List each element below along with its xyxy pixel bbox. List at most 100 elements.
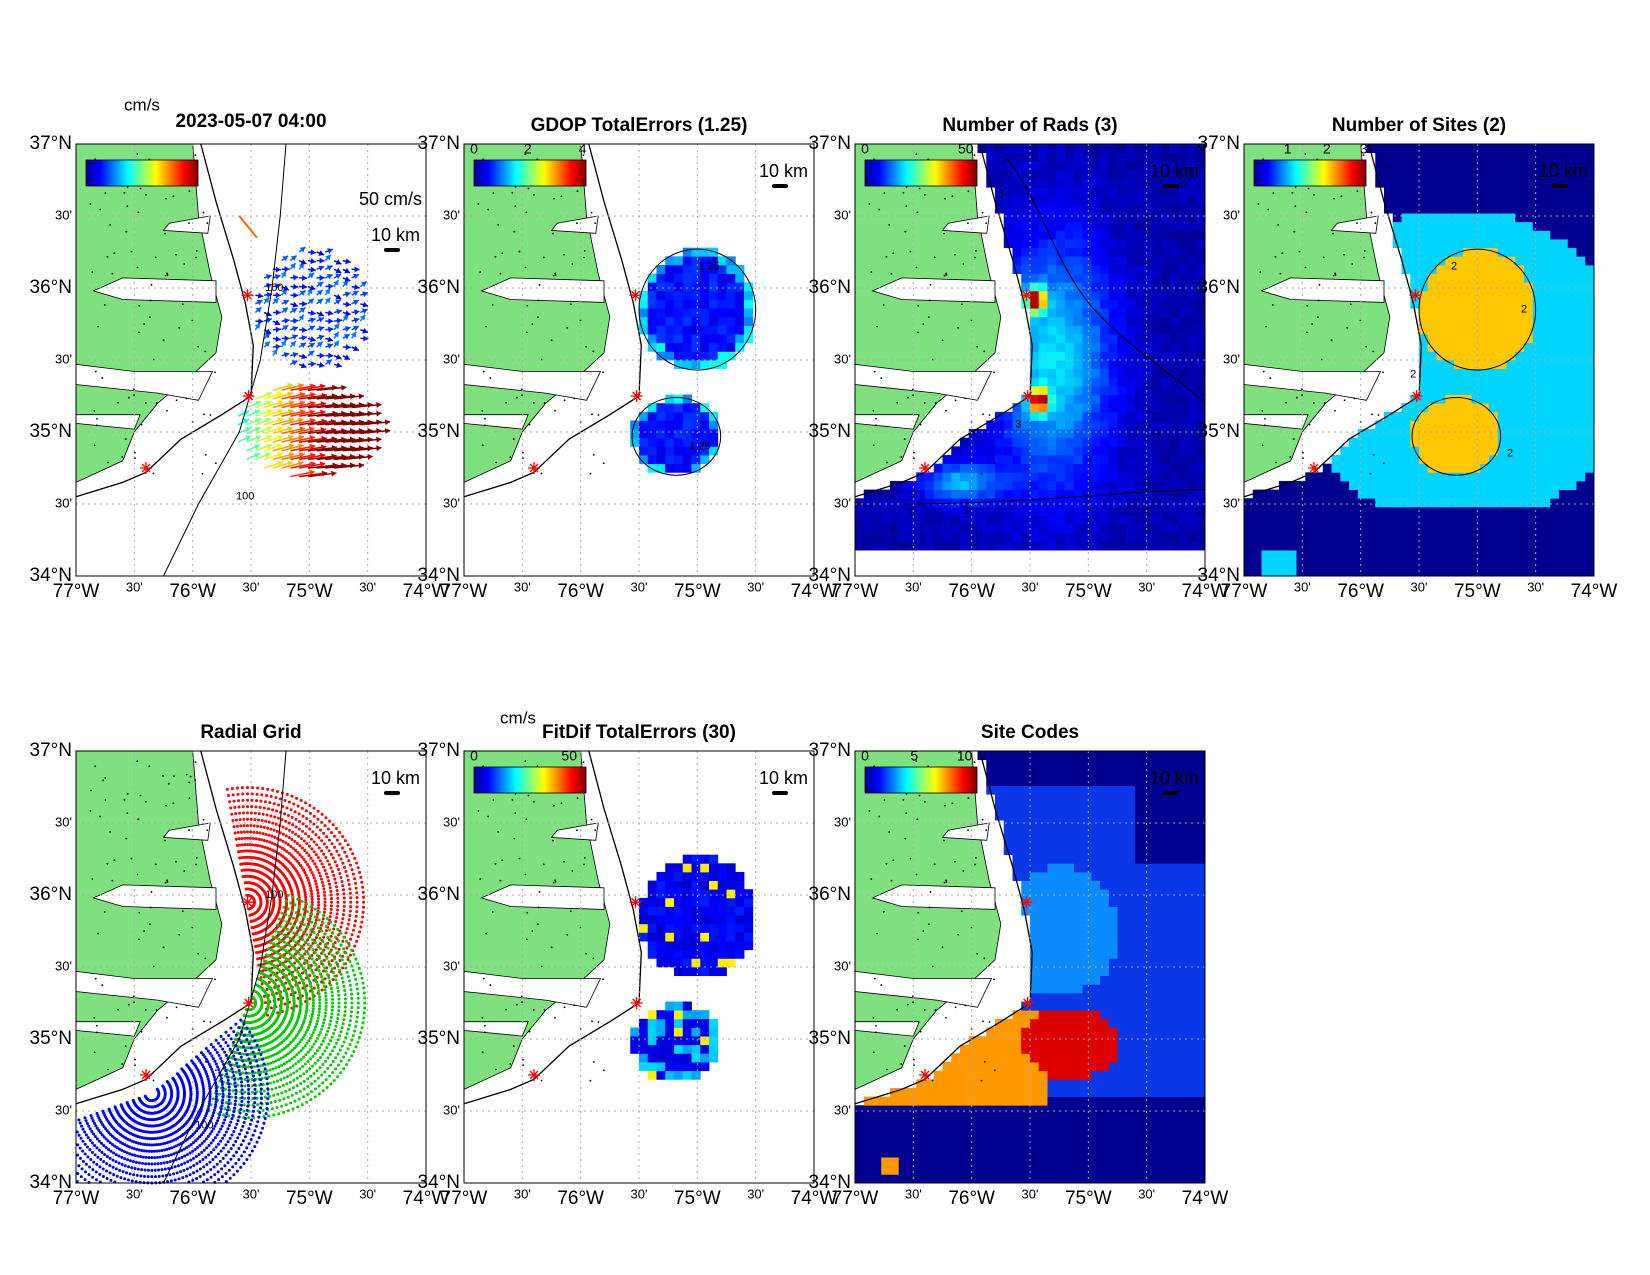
vector-head xyxy=(344,267,351,274)
field-cell xyxy=(1279,506,1289,516)
field-cell xyxy=(1305,541,1315,551)
field-cell xyxy=(1550,498,1560,508)
field-cell xyxy=(1576,282,1586,292)
field-cell xyxy=(1567,273,1577,283)
field-cell xyxy=(1170,385,1180,395)
field-cell xyxy=(1108,325,1118,335)
field-cell xyxy=(1331,489,1341,499)
field-cell xyxy=(1524,187,1534,197)
field-cell xyxy=(1143,325,1153,335)
field-cell xyxy=(1296,532,1306,542)
field-cell xyxy=(1178,264,1188,274)
field-cell xyxy=(968,515,978,525)
field-cell xyxy=(1196,161,1206,171)
field-cell xyxy=(1047,446,1057,456)
field-cell xyxy=(1056,213,1066,223)
vector-head xyxy=(263,297,270,304)
lat-label: 37°N xyxy=(809,133,851,154)
field-cell xyxy=(1073,403,1083,413)
field-cell xyxy=(1030,230,1040,240)
field-cell xyxy=(1012,455,1022,465)
field-cell xyxy=(1462,282,1472,292)
field-cell xyxy=(1117,455,1127,465)
field-cell xyxy=(1506,178,1516,188)
field-cell xyxy=(1532,230,1542,240)
field-cell xyxy=(1559,342,1569,352)
sound xyxy=(941,215,990,234)
field-cell xyxy=(1065,325,1075,335)
field-cell xyxy=(1489,446,1499,456)
radial-grid-point xyxy=(234,837,238,841)
field-cell xyxy=(1038,480,1048,490)
field-cell xyxy=(1471,178,1481,188)
field-cell xyxy=(1331,558,1341,568)
coast-dot xyxy=(888,223,891,226)
radial-grid-point xyxy=(337,947,341,951)
field-cell xyxy=(1401,532,1411,542)
field-cell xyxy=(700,455,710,465)
field-cell xyxy=(1082,221,1092,231)
coast-dot xyxy=(1343,399,1346,402)
field-cell xyxy=(1135,187,1145,197)
field-cell xyxy=(1532,515,1542,525)
field-cell xyxy=(1340,532,1350,542)
field-cell xyxy=(960,515,970,525)
vector-head xyxy=(291,360,298,366)
field-cell xyxy=(1550,161,1560,171)
site-marker xyxy=(630,390,643,402)
field-cell xyxy=(1047,385,1057,395)
vector-head xyxy=(292,301,299,308)
field-cell xyxy=(1550,532,1560,542)
field-cell xyxy=(1279,524,1289,534)
field-cell xyxy=(881,524,891,534)
radial-grid-point xyxy=(242,811,246,815)
field-cell xyxy=(942,489,952,499)
vector-head xyxy=(316,289,323,296)
field-cell xyxy=(1152,394,1162,404)
radial-grid-point xyxy=(281,825,285,829)
field-cell xyxy=(1108,161,1118,171)
field-cell xyxy=(1065,169,1075,179)
field-cell xyxy=(1178,195,1188,205)
radial-grid-point xyxy=(286,987,290,991)
field-cell xyxy=(674,256,684,266)
field-cell xyxy=(1515,541,1525,551)
field-cell xyxy=(1270,498,1280,508)
radial-grid-point xyxy=(257,837,261,841)
field-cell xyxy=(1401,463,1411,473)
vector-head xyxy=(299,452,305,459)
radial-grid-point xyxy=(329,907,333,911)
field-cell xyxy=(907,498,917,508)
field-cell xyxy=(933,541,943,551)
radial-grid-point xyxy=(298,853,302,857)
field-cell xyxy=(665,446,675,456)
field-cell xyxy=(1296,558,1306,568)
field-cell xyxy=(1462,446,1472,456)
field-cell xyxy=(1445,213,1455,223)
field-cell xyxy=(1152,334,1162,344)
radial-grid-point xyxy=(342,892,346,896)
field-cell xyxy=(1108,187,1118,197)
field-cell xyxy=(1143,221,1153,231)
coast-dot xyxy=(175,860,177,863)
field-cell xyxy=(1196,256,1206,266)
field-cell xyxy=(1021,437,1031,447)
field-cell xyxy=(995,152,1005,162)
field-cell xyxy=(1524,256,1534,266)
field-cell xyxy=(1143,195,1153,205)
field-cell xyxy=(977,144,987,154)
field-cell xyxy=(682,256,692,266)
field-cell xyxy=(1047,524,1057,534)
field-cell xyxy=(1152,368,1162,378)
vector-head xyxy=(287,391,293,398)
field-cell xyxy=(863,541,873,551)
radial-grid-point xyxy=(238,856,242,860)
field-cell xyxy=(1515,144,1525,154)
vector-head xyxy=(277,400,284,406)
field-cell xyxy=(1161,273,1171,283)
field-cell xyxy=(1480,420,1490,430)
radial-grid-point xyxy=(253,843,257,847)
field-cell xyxy=(1419,394,1429,404)
field-cell xyxy=(1384,161,1394,171)
field-cell xyxy=(1559,204,1569,214)
